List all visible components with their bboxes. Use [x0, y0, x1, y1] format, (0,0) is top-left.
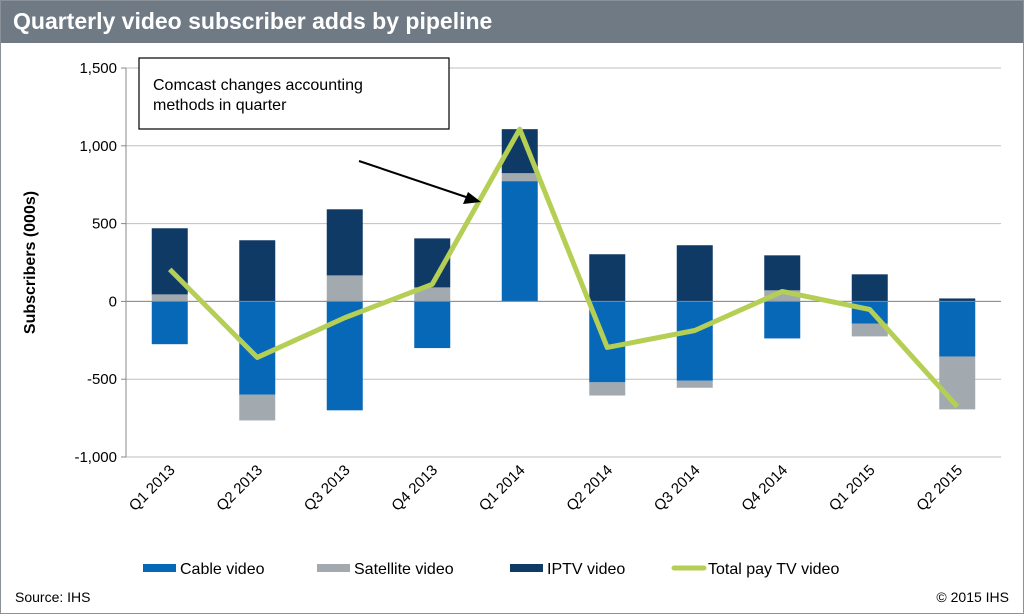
bar-satellite-video [851, 323, 888, 337]
y-tick-label: -1,000 [74, 449, 117, 466]
bar-cable-video [151, 301, 188, 345]
legend-label: Satellite video [354, 561, 454, 578]
bar-iptv-video [764, 255, 801, 291]
bar-iptv-video [676, 245, 713, 302]
source-note: Source: IHS [15, 589, 91, 605]
bar-iptv-video [239, 240, 276, 302]
x-tick-label: Q4 2014 [738, 462, 791, 515]
bar-satellite-video [589, 382, 626, 396]
bar-iptv-video [851, 274, 888, 302]
legend-label: Total pay TV video [708, 561, 839, 578]
legend-swatch [317, 564, 350, 572]
annotation-text: methods in quarter [153, 97, 287, 114]
bar-satellite-video [501, 173, 538, 182]
bar-iptv-video [326, 209, 363, 276]
annotation-box [138, 57, 450, 130]
bar-satellite-video [939, 356, 976, 410]
bar-cable-video [939, 301, 976, 357]
y-tick-label: -500 [87, 371, 117, 388]
x-tick-label: Q4 2013 [388, 462, 441, 515]
y-tick-label: 0 [109, 293, 117, 310]
chart-title: Quarterly video subscriber adds by pipel… [13, 8, 493, 34]
x-tick-label: Q3 2013 [301, 462, 354, 515]
bar-satellite-video [239, 394, 276, 421]
bar-iptv-video [589, 254, 626, 302]
bar-cable-video [414, 301, 451, 349]
bar-cable-video [676, 301, 713, 381]
y-tick-label: 1,000 [79, 138, 117, 155]
bar-iptv-video [939, 298, 976, 302]
bar-satellite-video [414, 287, 451, 302]
x-tick-label: Q1 2015 [826, 462, 879, 515]
x-tick-label: Q1 2013 [126, 462, 179, 515]
legend-label: IPTV video [547, 561, 625, 578]
title-bar: Quarterly video subscriber adds by pipel… [1, 1, 1023, 43]
bar-cable-video [501, 181, 538, 302]
y-axis-label: Subscribers (000s) [22, 191, 39, 334]
arrow-head-icon [463, 192, 481, 204]
x-tick-label: Q1 2014 [476, 462, 529, 515]
bar-satellite-video [326, 275, 363, 302]
legend-swatch [143, 564, 176, 572]
legend-label: Cable video [180, 561, 265, 578]
y-tick-label: 500 [92, 216, 117, 233]
x-tick-label: Q2 2014 [563, 462, 616, 515]
bar-satellite-video [764, 290, 801, 302]
bar-cable-video [764, 301, 801, 339]
x-tick-label: Q2 2013 [213, 462, 266, 515]
y-tick-label: 1,500 [79, 60, 117, 77]
annotation-text: Comcast changes accounting [153, 77, 363, 94]
annotation-arrow [358, 160, 470, 199]
total-line [167, 126, 960, 409]
bar-satellite-video [151, 294, 188, 302]
x-tick-label: Q2 2015 [913, 462, 966, 515]
copyright-note: © 2015 IHS [936, 589, 1009, 605]
bar-satellite-video [676, 380, 713, 388]
x-tick-label: Q3 2014 [651, 462, 704, 515]
legend-swatch [510, 564, 543, 572]
